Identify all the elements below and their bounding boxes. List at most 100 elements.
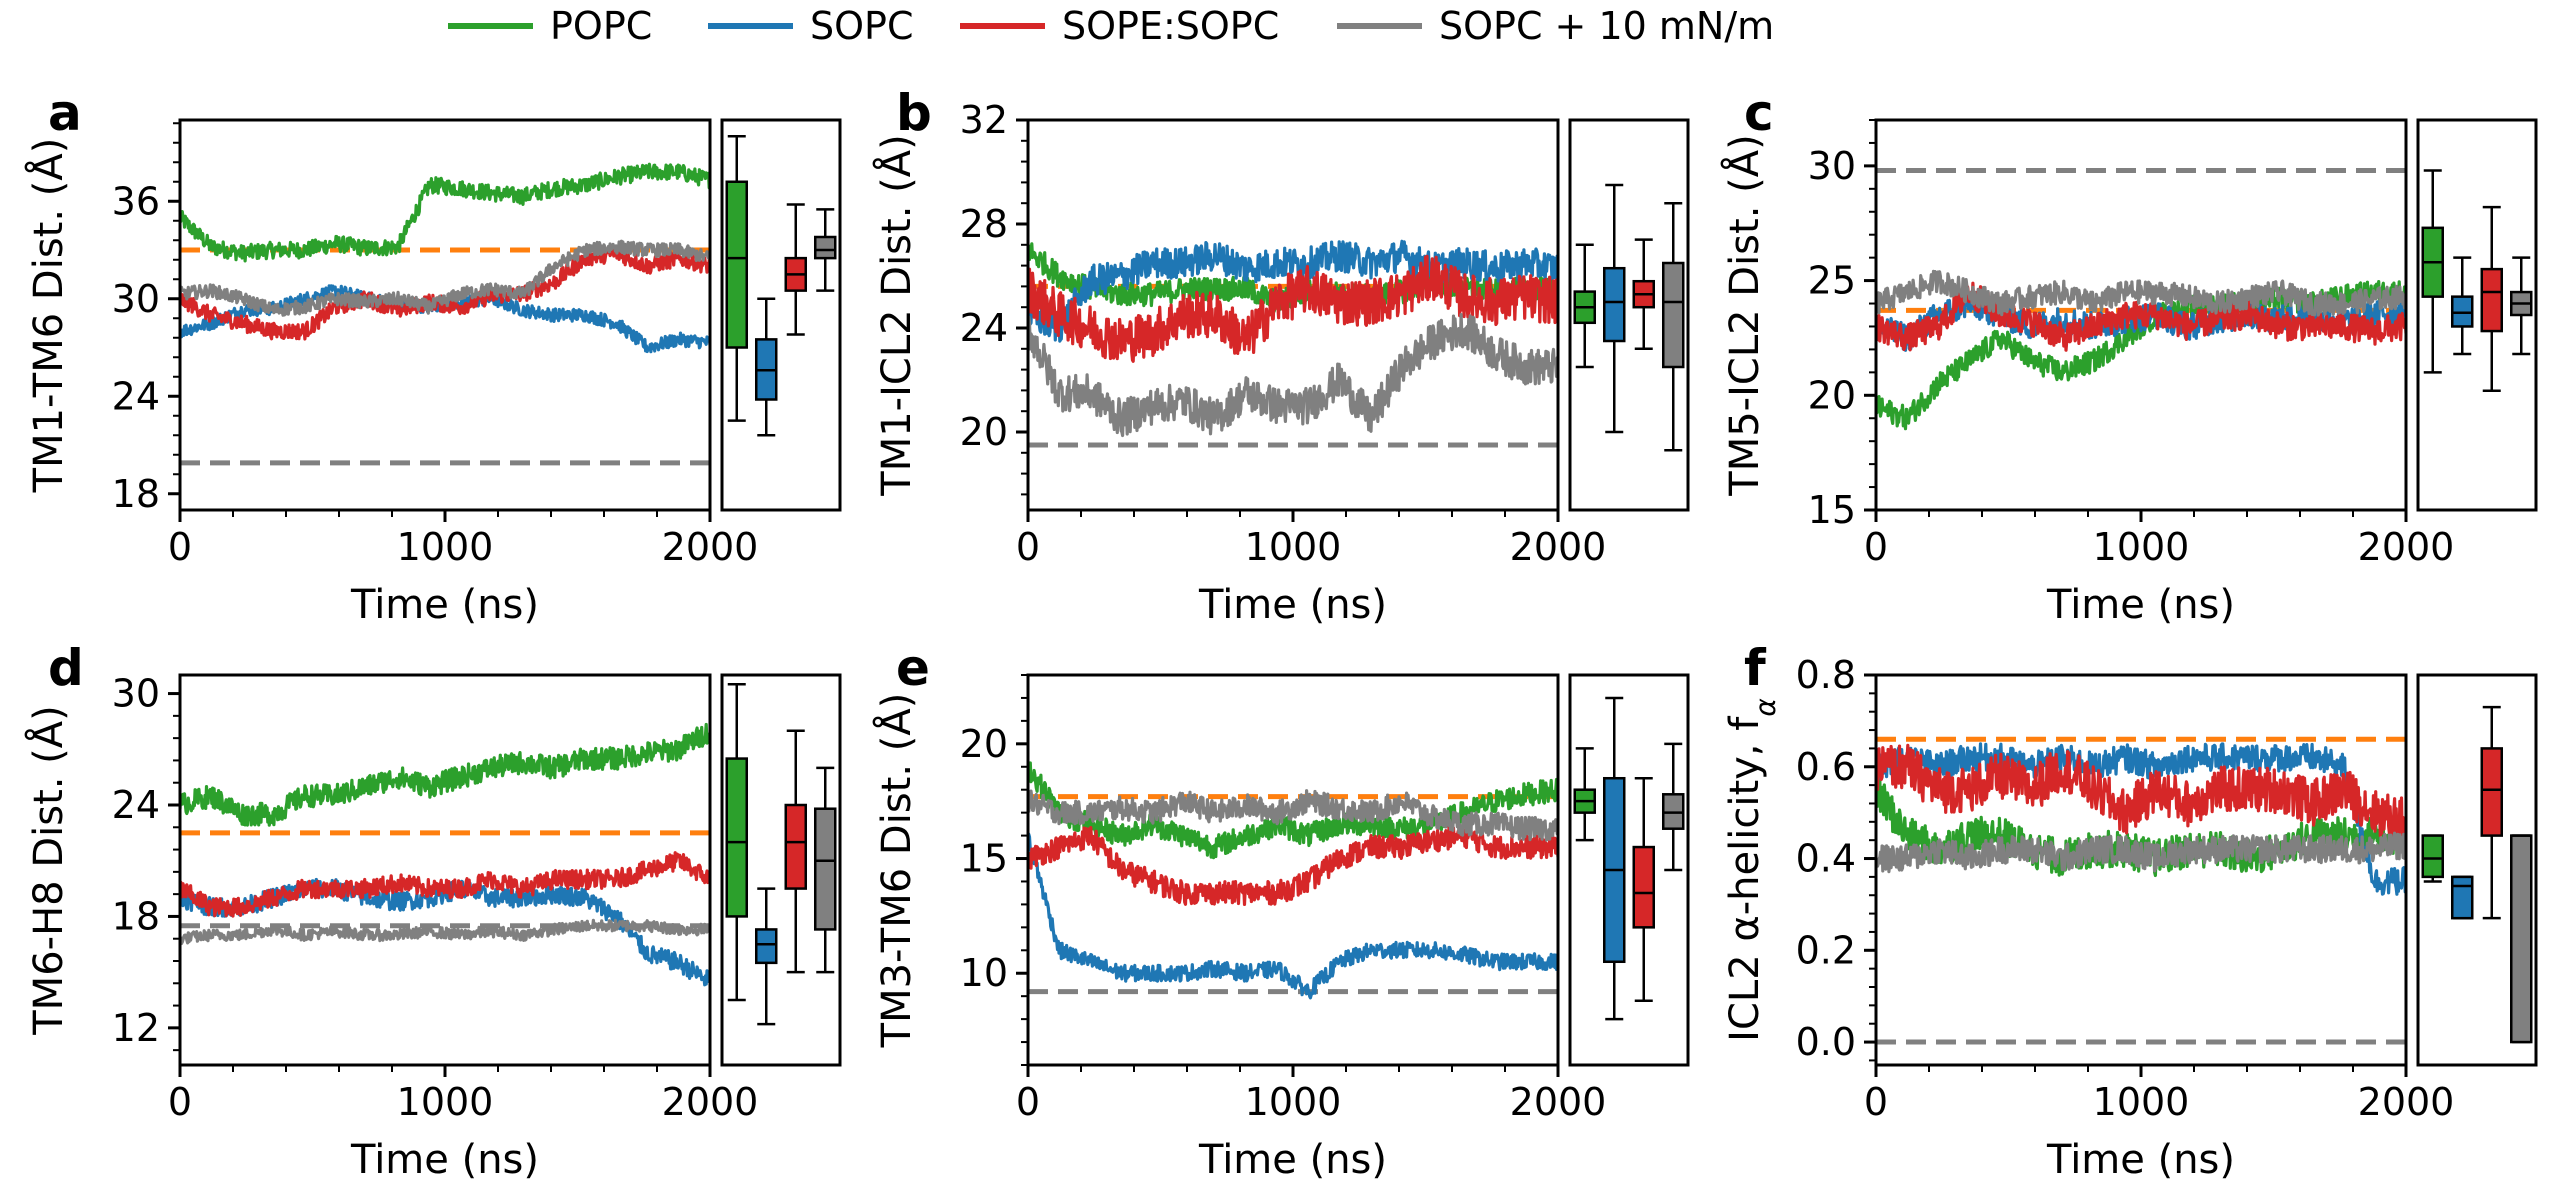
y-tick-label: 24	[960, 306, 1008, 350]
y-axis-label-text: TM1-ICL2 Dist. (Å)	[872, 134, 920, 496]
legend: POPC SOPC SOPE:SOPC SOPC + 10 mN/m	[448, 4, 1774, 48]
x-tick-label: 2000	[1510, 525, 1607, 569]
box-3	[2480, 705, 2503, 920]
panel-letter: a	[48, 84, 82, 142]
series-lines	[180, 162, 710, 466]
legend-entry: SOPE:SOPC	[960, 4, 1279, 48]
boxplot-area	[2421, 705, 2533, 1044]
boxplot-frame	[1568, 673, 1690, 1067]
y-tick-label: 0.4	[1796, 837, 1856, 881]
box-body	[814, 235, 837, 260]
boxplot-area	[1573, 183, 1685, 452]
boxplot-frame	[1568, 118, 1690, 512]
x-tick-label: 2000	[2358, 1080, 2455, 1124]
legend-label: SOPE:SOPC	[1062, 4, 1279, 48]
panel-letter: d	[48, 639, 84, 697]
box-body	[2480, 267, 2503, 333]
box-4	[2510, 834, 2533, 1044]
box-3	[784, 729, 807, 974]
y-tick-label: 0.6	[1796, 745, 1856, 789]
boxplot-frame	[2416, 673, 2538, 1067]
y-axis-label-text: TM1-TM6 Dist. (Å)	[24, 138, 72, 494]
series-line	[1028, 239, 1558, 343]
y-axis-label: TM3-TM6 Dist. (Å)	[872, 693, 920, 1049]
series-line	[1028, 761, 1558, 860]
y-tick-label: 20	[1808, 373, 1856, 417]
box-2	[1603, 183, 1626, 434]
box-1	[725, 683, 748, 1002]
box-2	[1603, 696, 1626, 1021]
x-tick-label: 1000	[397, 1080, 494, 1124]
panel-letter: e	[896, 639, 930, 697]
x-tick-label: 1000	[1245, 1080, 1342, 1124]
box-2	[2451, 875, 2474, 920]
box-body	[1632, 845, 1655, 929]
series-line	[180, 246, 710, 341]
y-tick-label: 32	[960, 98, 1008, 142]
y-tick-label: 24	[112, 783, 160, 827]
x-tick-label: 0	[1864, 1080, 1888, 1124]
x-tick-label: 0	[1864, 525, 1888, 569]
y-axis-label-text: TM6-H8 Dist. (Å)	[24, 705, 72, 1036]
box-2	[2451, 256, 2474, 356]
series-line	[1876, 743, 2406, 841]
y-tick-label: 18	[112, 894, 160, 938]
box-body	[2421, 834, 2444, 879]
y-axis-label-subscript: α	[1749, 698, 1782, 717]
y-tick-label: 20	[960, 722, 1008, 766]
box-4	[814, 208, 837, 292]
boxplot-area	[725, 683, 837, 1026]
box-1	[725, 135, 748, 422]
box-3	[1632, 238, 1655, 351]
boxplot-area	[1573, 696, 1685, 1021]
x-tick-label: 0	[168, 525, 192, 569]
box-body	[2480, 747, 2503, 837]
series-lines	[1028, 239, 1558, 448]
boxplot-frame	[720, 673, 842, 1067]
box-3	[784, 203, 807, 336]
x-tick-label: 2000	[662, 1080, 759, 1124]
y-axis-label-text: TM3-TM6 Dist. (Å)	[872, 693, 920, 1049]
box-2	[755, 887, 778, 1026]
series-line	[1028, 832, 1558, 1000]
series-lines	[1028, 761, 1558, 1000]
x-tick-label: 2000	[662, 525, 759, 569]
boxplot-area	[725, 135, 837, 437]
y-tick-label: 12	[112, 1006, 160, 1050]
panel-d: d 0 1000 2000 12 18 24 30 Time (ns) TM6-H8 Dist. …	[24, 639, 842, 1183]
x-axis-label: Time (ns)	[2046, 1137, 2235, 1183]
panel-letter: b	[896, 84, 932, 142]
box-body	[755, 928, 778, 965]
series-line	[180, 239, 710, 317]
y-tick-label: 28	[960, 202, 1008, 246]
y-tick-label: 36	[112, 179, 160, 223]
x-axis-label: Time (ns)	[350, 582, 539, 628]
y-axis-label-text: TM5-ICL2 Dist. (Å)	[1720, 134, 1768, 496]
y-tick-label: 18	[112, 472, 160, 516]
series-line	[180, 162, 710, 263]
y-tick-label: 0.0	[1796, 1020, 1856, 1064]
box-body	[784, 803, 807, 890]
panel-f: f 0 1000 2000 0.0 0.2 0.4 0.6 0.8 Time (ns) ICL2 α…	[1722, 639, 2538, 1183]
panel-e: e 0 1000 2000 10 15 20 Time (ns) TM3-TM6 Dist. (…	[872, 639, 1690, 1183]
x-tick-label: 0	[1016, 525, 1040, 569]
panel-letter: c	[1744, 84, 1774, 142]
panel-letter: f	[1744, 639, 1767, 697]
box-4	[1662, 742, 1685, 872]
y-tick-label: 25	[1808, 259, 1856, 303]
series-line	[1028, 254, 1558, 363]
x-axis-label: Time (ns)	[1198, 1137, 1387, 1183]
series-line	[180, 851, 710, 918]
series-line	[1028, 789, 1558, 842]
x-tick-label: 2000	[2358, 525, 2455, 569]
panel-a: a 0 1000 2000 18 24 30 36 Time (ns) TM1-TM6 Dist.…	[24, 84, 842, 628]
series-lines	[1876, 167, 2406, 431]
x-tick-label: 1000	[1245, 525, 1342, 569]
panel-b: b 0 1000 2000 20 24 28 32 Time (ns) TM1-ICL2 Dist…	[872, 84, 1690, 628]
y-tick-label: 30	[112, 277, 160, 321]
box-2	[755, 297, 778, 437]
x-tick-label: 1000	[397, 525, 494, 569]
legend-entry: POPC	[448, 4, 652, 48]
